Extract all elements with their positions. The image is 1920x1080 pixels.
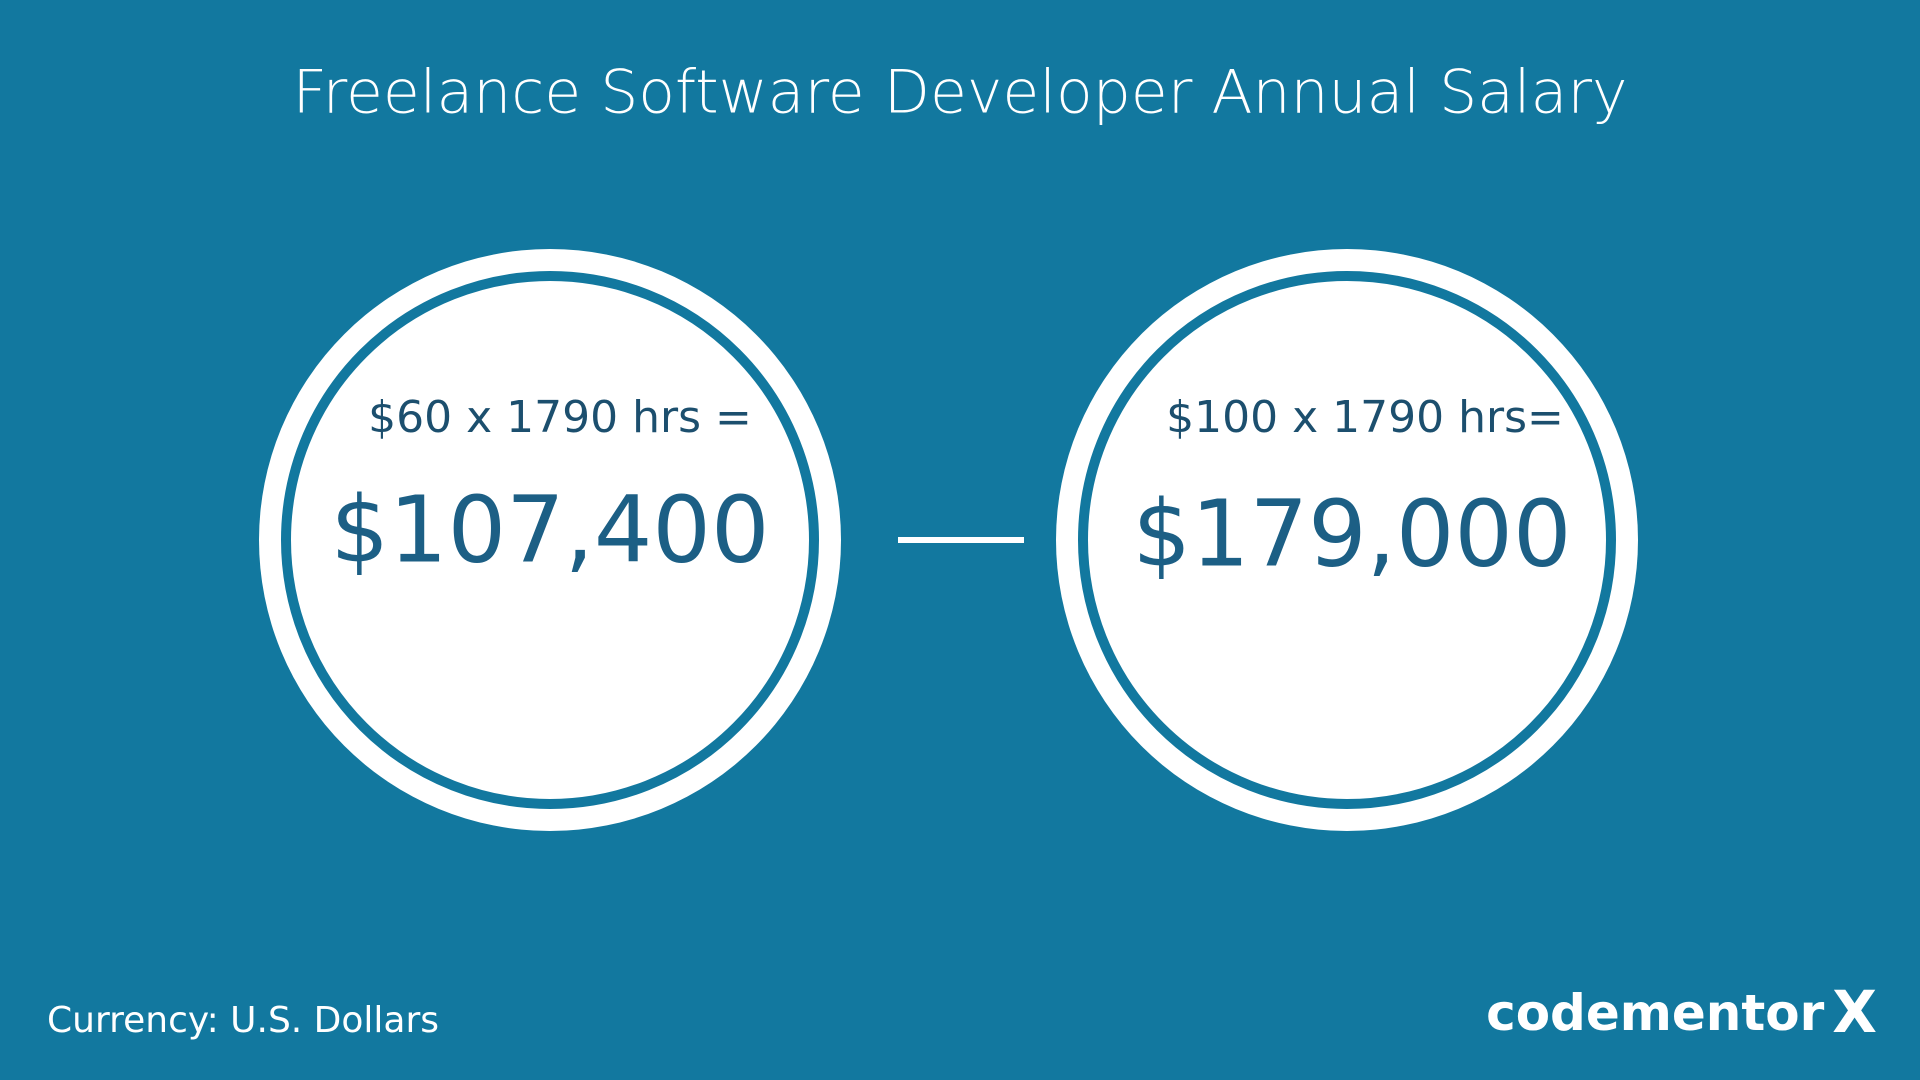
outer-ring [259, 249, 841, 831]
title: Freelance Software Developer Annual Sala… [292, 58, 1627, 128]
amount: $107,400 [331, 476, 770, 583]
logo-word: codementor [1486, 984, 1825, 1042]
logo-mark: X [1832, 978, 1877, 1046]
formula: $60 x 1790 hrs = [368, 392, 752, 443]
amount: $179,000 [1133, 480, 1572, 587]
formula: $100 x 1790 hrs= [1166, 392, 1564, 443]
inner-ring [281, 271, 819, 809]
logo: codementor X [1486, 978, 1877, 1046]
circle-right: $100 x 1790 hrs= $179,000 [1056, 249, 1638, 831]
inner-ring [1078, 271, 1616, 809]
outer-ring [1056, 249, 1638, 831]
circle-left: $60 x 1790 hrs = $107,400 [259, 249, 841, 831]
currency-note: Currency: U.S. Dollars [47, 1000, 439, 1041]
